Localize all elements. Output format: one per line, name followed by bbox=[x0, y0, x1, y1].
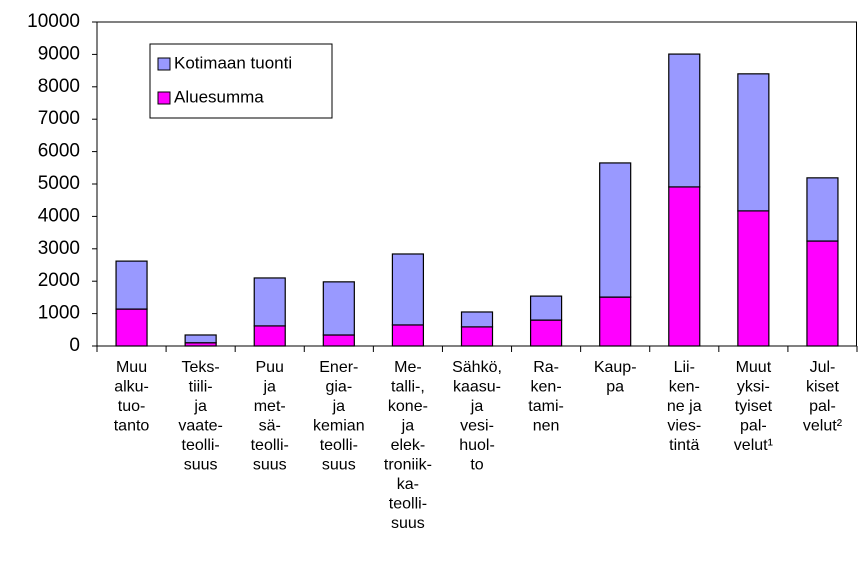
x-tick-label: kaasu- bbox=[453, 379, 501, 396]
bar-segment bbox=[599, 296, 632, 347]
x-tick-label: vaate- bbox=[178, 418, 222, 435]
bar-segment bbox=[115, 308, 148, 347]
x-tick-label: Me- bbox=[394, 359, 422, 376]
x-tick-label: teolli- bbox=[320, 437, 358, 454]
x-tick-label: Ener- bbox=[319, 359, 358, 376]
x-tick-label: Ra- bbox=[533, 359, 559, 376]
x-tick-label: Teks- bbox=[182, 359, 220, 376]
x-tick-label: ja bbox=[470, 398, 484, 415]
x-tick-label: pa bbox=[606, 379, 624, 396]
x-tick-label: ja bbox=[332, 398, 346, 415]
bar-segment bbox=[322, 281, 355, 336]
bar-segment bbox=[184, 334, 217, 344]
bar-segment bbox=[806, 177, 839, 242]
x-tick-label: met- bbox=[254, 398, 286, 415]
legend-box bbox=[149, 43, 333, 119]
x-tick-label: velut¹ bbox=[734, 437, 773, 454]
bar-segment bbox=[668, 53, 701, 188]
x-tick-label: troniik- bbox=[384, 457, 432, 474]
bar-segment bbox=[253, 277, 286, 327]
bar-segment bbox=[391, 253, 425, 326]
bar-segment bbox=[529, 295, 563, 321]
x-tick-label: to bbox=[470, 457, 483, 474]
legend-label: Kotimaan tuonti bbox=[174, 53, 292, 72]
y-tick-label: 2000 bbox=[38, 270, 80, 291]
x-tick-label: teolli- bbox=[251, 437, 289, 454]
x-tick-label: ja bbox=[263, 379, 277, 396]
bar-segment bbox=[529, 319, 563, 347]
x-tick-label: Sähkö, bbox=[452, 359, 502, 376]
x-tick-label: ka- bbox=[397, 476, 419, 493]
bar-segment bbox=[599, 162, 632, 298]
x-tick-label: vesi- bbox=[460, 418, 494, 435]
x-tick-label: yksi- bbox=[737, 379, 770, 396]
legend-label: Aluesumma bbox=[174, 87, 264, 106]
x-tick-label: teolli- bbox=[389, 496, 427, 513]
x-tick-label: kemian bbox=[313, 418, 365, 435]
x-tick-label: sä- bbox=[259, 418, 281, 435]
x-tick-label: nen bbox=[533, 418, 560, 435]
x-tick-label: suus bbox=[184, 457, 218, 474]
legend-swatch bbox=[157, 57, 171, 71]
x-tick-label: tanto bbox=[114, 418, 150, 435]
x-tick-label: tami- bbox=[528, 398, 564, 415]
y-tick-label: 0 bbox=[69, 335, 80, 356]
x-tick-label: kiset bbox=[806, 379, 839, 396]
legend-swatch bbox=[157, 91, 171, 105]
y-tick-label: 6000 bbox=[38, 141, 80, 162]
x-tick-label: vies- bbox=[667, 418, 701, 435]
x-tick-label: velut² bbox=[803, 418, 843, 435]
x-tick-label: tiili- bbox=[189, 379, 213, 396]
x-tick-label: huol- bbox=[459, 437, 495, 454]
y-tick-label: 3000 bbox=[38, 238, 80, 259]
x-tick-label: Lii- bbox=[674, 359, 695, 376]
x-tick-label: tuo- bbox=[118, 398, 146, 415]
bar-segment bbox=[115, 260, 148, 310]
x-tick-label: tintä bbox=[669, 437, 699, 454]
x-tick-label: ja bbox=[401, 418, 415, 435]
x-tick-label: talli-, bbox=[391, 379, 425, 396]
x-tick-label: teolli- bbox=[182, 437, 220, 454]
x-tick-label: ja bbox=[193, 398, 207, 415]
x-tick-label: kone- bbox=[388, 398, 428, 415]
x-tick-label: ne ja bbox=[667, 398, 702, 415]
y-tick-label: 10000 bbox=[27, 11, 80, 32]
x-tick-label: Puu bbox=[255, 359, 283, 376]
x-tick-label: Muu bbox=[116, 359, 147, 376]
bar-segment bbox=[737, 73, 770, 212]
x-tick-label: elek- bbox=[391, 437, 426, 454]
x-tick-label: ken- bbox=[531, 379, 562, 396]
x-tick-label: gia- bbox=[325, 379, 352, 396]
y-tick-label: 7000 bbox=[38, 108, 80, 129]
y-tick-label: 9000 bbox=[38, 43, 80, 64]
x-tick-label: pal- bbox=[809, 398, 836, 415]
x-tick-label: alku- bbox=[114, 379, 149, 396]
x-tick-label: suus bbox=[253, 457, 287, 474]
bar-segment bbox=[391, 324, 425, 347]
x-tick-label: Jul- bbox=[810, 359, 836, 376]
bar-segment bbox=[253, 325, 286, 347]
x-tick-label: suus bbox=[322, 457, 356, 474]
bar-segment bbox=[806, 240, 839, 347]
x-tick-label: Kaup- bbox=[594, 359, 637, 376]
bar-segment bbox=[460, 326, 494, 347]
x-tick-label: pal- bbox=[740, 418, 767, 435]
y-tick-label: 8000 bbox=[38, 76, 80, 97]
x-tick-label: ken- bbox=[669, 379, 700, 396]
bar-segment bbox=[322, 334, 355, 347]
y-tick-label: 4000 bbox=[38, 205, 80, 226]
x-tick-label: tyiset bbox=[735, 398, 773, 415]
bar-segment bbox=[737, 210, 770, 347]
bar-segment bbox=[460, 311, 494, 328]
y-tick-label: 1000 bbox=[38, 303, 80, 324]
x-tick-label: Muut bbox=[736, 359, 772, 376]
y-tick-label: 5000 bbox=[38, 173, 80, 194]
bar-segment bbox=[668, 186, 701, 347]
x-tick-label: suus bbox=[391, 515, 425, 532]
